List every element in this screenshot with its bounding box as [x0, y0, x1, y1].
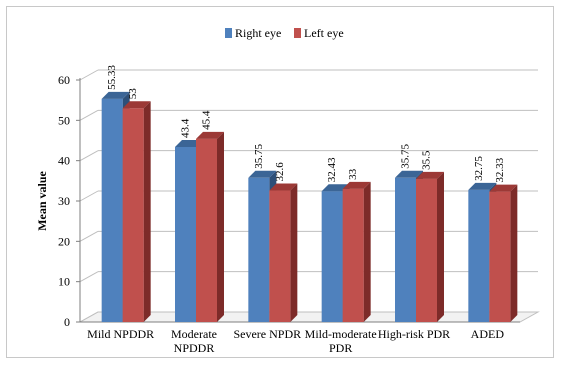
gridline-depth [79, 190, 99, 202]
y-tick-label: 0 [64, 315, 70, 329]
bar [196, 138, 217, 322]
bar-side [510, 184, 518, 322]
bar [101, 98, 123, 322]
x-tick-label-line: ADED [471, 327, 505, 341]
legend-swatch [225, 28, 232, 38]
x-tick-label: Severe NPDR [233, 327, 301, 341]
gridline-depth [79, 230, 99, 242]
gridline-depth [79, 271, 99, 283]
bar-top [416, 171, 444, 179]
bar-side [217, 131, 224, 322]
data-label: 32.43 [326, 157, 338, 182]
bar [416, 178, 437, 322]
x-tick-label: Mild NPDDR [87, 327, 154, 341]
data-label: 33 [347, 168, 359, 180]
legend-label: Left eye [304, 26, 344, 40]
x-tick-label: Mild-moderate PDR [305, 327, 377, 355]
x-tick-label: ADED [471, 327, 505, 341]
gridline-depth [79, 69, 99, 81]
bar-top [468, 182, 497, 190]
y-tick-label: 60 [58, 73, 70, 87]
bar-top [196, 131, 224, 139]
bar-side [437, 171, 444, 322]
bar [122, 108, 144, 322]
data-label: 45.4 [201, 110, 213, 130]
legend-swatch [294, 28, 301, 38]
bar [342, 188, 364, 322]
bar [175, 146, 196, 322]
data-label: 32.75 [473, 156, 485, 181]
x-tick-label-line: Mild NPDDR [87, 327, 154, 341]
y-tick-label: 20 [58, 234, 70, 248]
x-tick-label: Moderate NPDDR [171, 327, 217, 355]
data-label: 35.75 [253, 144, 265, 169]
bar-side [363, 181, 371, 322]
bar [269, 190, 291, 322]
x-tick-label-line: NPDDR [174, 341, 215, 355]
x-tick-label-line: Severe NPDR [233, 327, 301, 341]
bar-top [248, 170, 277, 178]
y-axis-title: Mean value [35, 171, 49, 231]
bar-top [342, 181, 371, 189]
bar-side [290, 183, 298, 322]
bar-top [101, 91, 130, 99]
y-tick-label: 50 [58, 113, 70, 127]
data-label: 43.4 [180, 118, 192, 138]
bar-top [489, 184, 518, 192]
bar [248, 177, 270, 322]
bar-top [122, 101, 151, 109]
gridline-depth [79, 311, 99, 323]
data-label: 35.75 [400, 144, 412, 169]
data-label: 53 [127, 88, 139, 100]
bar [468, 189, 490, 322]
x-tick-label-line: PDR [329, 341, 352, 355]
bar-side [143, 101, 151, 322]
data-label: 32.33 [494, 157, 506, 182]
y-tick-label: 30 [58, 194, 70, 208]
y-tick-label: 40 [58, 154, 70, 168]
bar [489, 191, 511, 322]
x-tick-label-line: Mild-moderate [305, 327, 377, 341]
bar [395, 177, 416, 322]
bar-top [395, 170, 423, 178]
x-tick-label-line: High-risk PDR [378, 327, 450, 341]
data-label: 55.33 [106, 65, 118, 90]
y-tick-label: 10 [58, 275, 70, 289]
data-label: 32.6 [274, 162, 286, 182]
gridline-depth [79, 109, 99, 121]
bar [321, 191, 343, 322]
x-tick-label-line: Moderate [171, 327, 217, 341]
bar-top [269, 183, 298, 191]
gridline-depth [79, 150, 99, 162]
legend-label: Right eye [235, 26, 281, 40]
x-tick-label: High-risk PDR [378, 327, 450, 341]
data-label: 35.5 [421, 150, 433, 170]
